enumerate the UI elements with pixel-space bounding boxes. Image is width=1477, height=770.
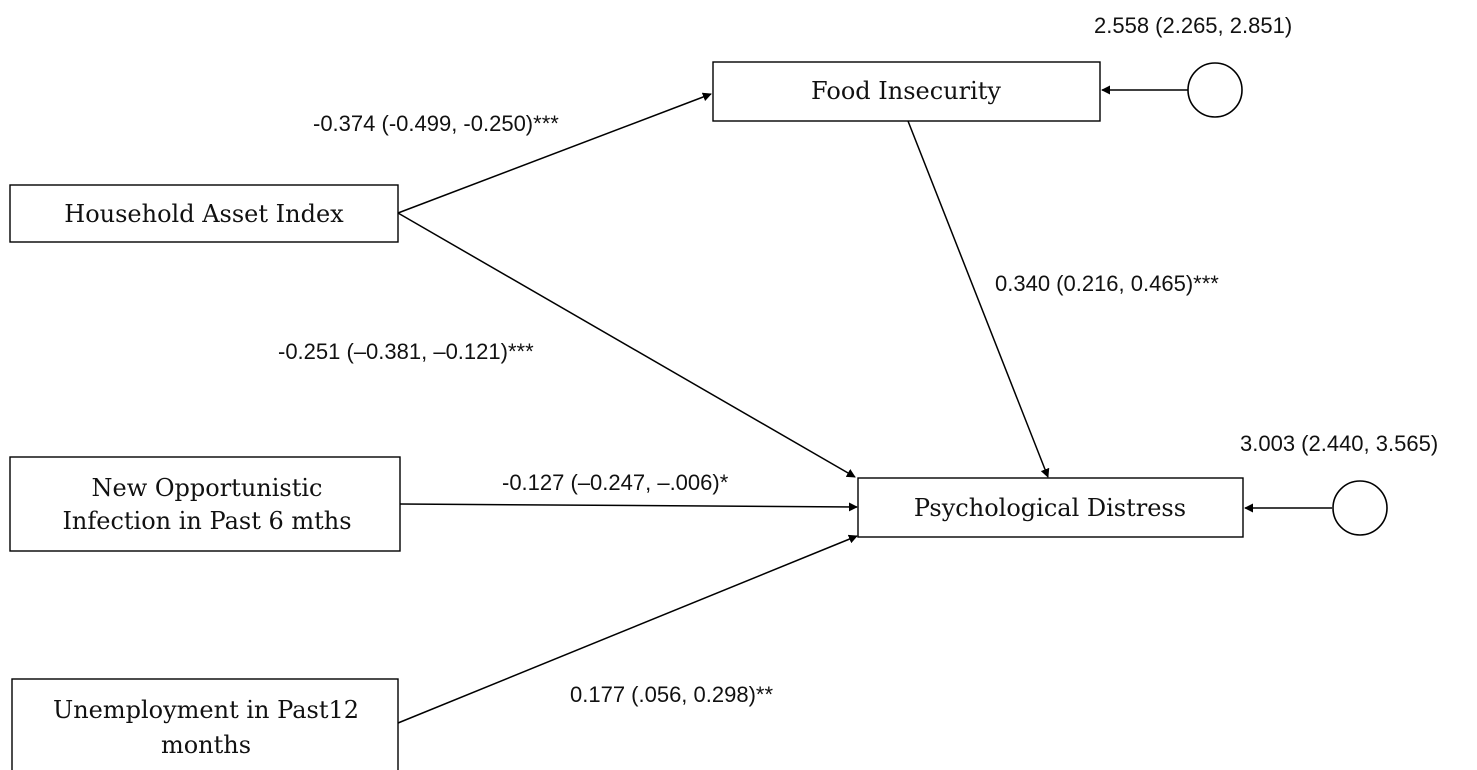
node-box-new-opportunistic-infection: [9, 456, 401, 552]
arrow-unemployment-to-distress: [397, 534, 858, 724]
coef-unemployment-to-distress: 0.177 (.056, 0.298)**: [570, 682, 773, 707]
node-label-household-asset-index: Household Asset Index: [64, 200, 344, 228]
coef-asset-to-distress: -0.251 (–0.381, –0.121)***: [278, 339, 534, 364]
node-label-new-oi-line2: Infection in Past 6 mths: [62, 507, 351, 535]
arrow-oi-to-distress: [399, 502, 858, 512]
arrow-asset-to-food: [397, 92, 712, 214]
node-label-new-oi-line1: New Opportunistic: [91, 474, 322, 502]
arrow-food-to-distress: [907, 120, 1050, 478]
node-box-unemployment: [11, 678, 399, 770]
arrow-asset-to-distress: [397, 212, 856, 478]
node-label-psychological-distress: Psychological Distress: [914, 494, 1186, 522]
coef-asset-to-food: -0.374 (-0.499, -0.250)***: [313, 111, 559, 136]
node-box-food-insecurity: [712, 61, 1101, 122]
error-circle-distress: [1332, 480, 1388, 536]
coef-food-to-distress: 0.340 (0.216, 0.465)***: [995, 271, 1219, 296]
error-label-food: 2.558 (2.265, 2.851): [1094, 13, 1292, 38]
node-label-unemployment-line1: Unemployment in Past12: [53, 696, 359, 724]
node-box-household-asset-index: [9, 184, 399, 243]
error-circle-food: [1187, 62, 1243, 118]
node-label-food-insecurity: Food Insecurity: [811, 77, 1001, 105]
coef-oi-to-distress: -0.127 (–0.247, –.006)*: [502, 470, 729, 495]
error-label-distress: 3.003 (2.440, 3.565): [1240, 431, 1438, 456]
node-box-psychological-distress: [857, 477, 1244, 538]
node-label-unemployment-line2: months: [161, 731, 251, 759]
